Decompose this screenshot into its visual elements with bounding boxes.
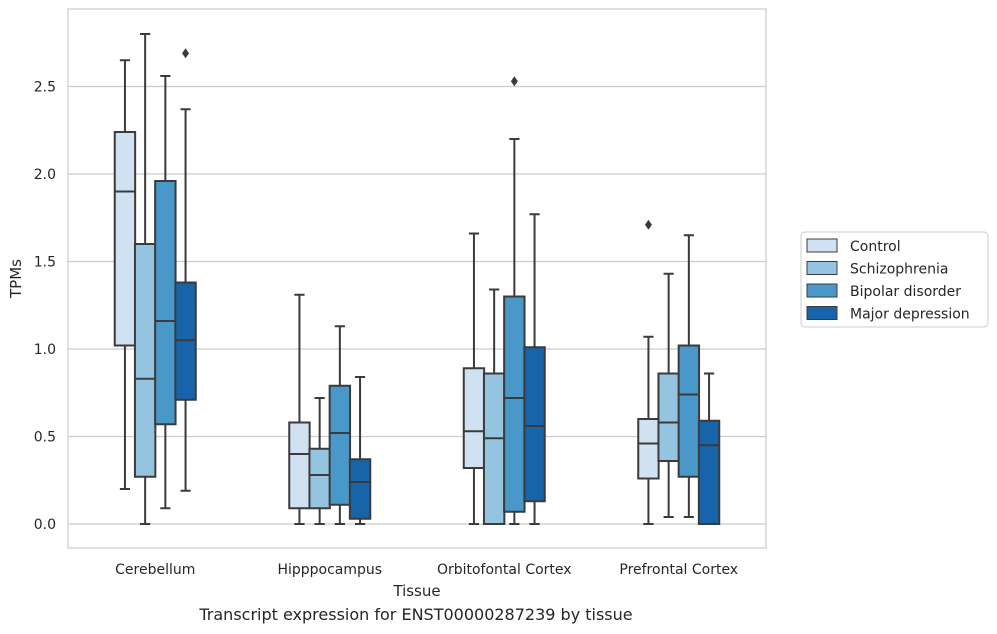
- legend-swatch: [806, 306, 838, 320]
- box-bipolar-disorder: [154, 75, 177, 510]
- legend: Control Schizophrenia Bipolar disorder Majo…: [800, 231, 989, 328]
- y-tick-label: 1.0: [34, 342, 56, 358]
- box-iqr: [328, 384, 352, 506]
- box-major-depression: [697, 372, 721, 525]
- box-control: [113, 59, 137, 490]
- x-axis-label: Tissue: [392, 582, 440, 600]
- y-tick-label: 0.0: [34, 517, 56, 533]
- box-major-depression: [174, 48, 197, 492]
- box-control: [462, 232, 486, 525]
- chart-caption: Transcript expression for ENST0000028723…: [199, 605, 633, 624]
- y-tick-label: 1.5: [34, 255, 56, 271]
- legend-entry: Major depression: [850, 307, 970, 323]
- box-iqr: [677, 344, 701, 478]
- box-bipolar-disorder: [677, 234, 701, 518]
- box-iqr: [348, 458, 372, 520]
- box-iqr: [154, 180, 177, 426]
- y-tick-label: 0.5: [34, 430, 56, 446]
- box-iqr: [482, 372, 506, 525]
- legend-swatch: [806, 238, 838, 253]
- box-iqr: [503, 295, 526, 513]
- legend-entry: Bipolar disorder: [850, 284, 961, 300]
- box-bipolar-disorder: [328, 325, 352, 525]
- box-iqr: [697, 419, 721, 525]
- legend-entry: Control: [850, 239, 901, 255]
- box-iqr: [308, 447, 331, 510]
- box-major-depression: [348, 376, 372, 525]
- box-iqr: [288, 421, 311, 510]
- outlier-point: [644, 219, 652, 230]
- x-tick-label: Prefrontal Cortex: [619, 562, 738, 578]
- box-major-depression: [523, 213, 546, 525]
- box-iqr: [523, 346, 546, 503]
- plot-frame: [67, 8, 767, 549]
- box-iqr: [637, 418, 660, 480]
- box-iqr: [657, 372, 680, 462]
- outlier-point: [510, 76, 518, 87]
- box-iqr: [113, 131, 137, 347]
- legend-frame: [800, 231, 989, 328]
- y-tick-label: 2.0: [34, 167, 56, 183]
- outlier-point: [182, 48, 190, 59]
- box-groups: [113, 33, 721, 525]
- box-bipolar-disorder: [503, 76, 526, 525]
- x-tick-label: Hipppocampus: [277, 562, 382, 578]
- legend-swatch: [806, 261, 838, 275]
- y-tick-label: 2.5: [34, 80, 56, 96]
- x-tick-label: Orbitofontal Cortex: [437, 562, 572, 578]
- x-axis-ticks: Cerebellum Hipppocampus Orbitofontal Corte…: [115, 562, 738, 578]
- legend-swatch: [806, 283, 838, 298]
- box-control: [637, 219, 660, 525]
- box-schizophrenia: [482, 288, 506, 525]
- legend-entry: Schizophrenia: [850, 262, 948, 278]
- box-control: [288, 293, 311, 525]
- box-schizophrenia: [308, 397, 331, 525]
- y-axis-ticks: 0.0 0.5 1.0 1.5 2.0 2.5: [34, 80, 56, 534]
- x-tick-label: Cerebellum: [115, 562, 195, 578]
- box-iqr: [462, 367, 486, 469]
- y-axis-label: TPMs: [7, 259, 25, 299]
- box-schizophrenia: [133, 33, 157, 525]
- box-schizophrenia: [657, 272, 680, 518]
- box-iqr: [133, 243, 157, 478]
